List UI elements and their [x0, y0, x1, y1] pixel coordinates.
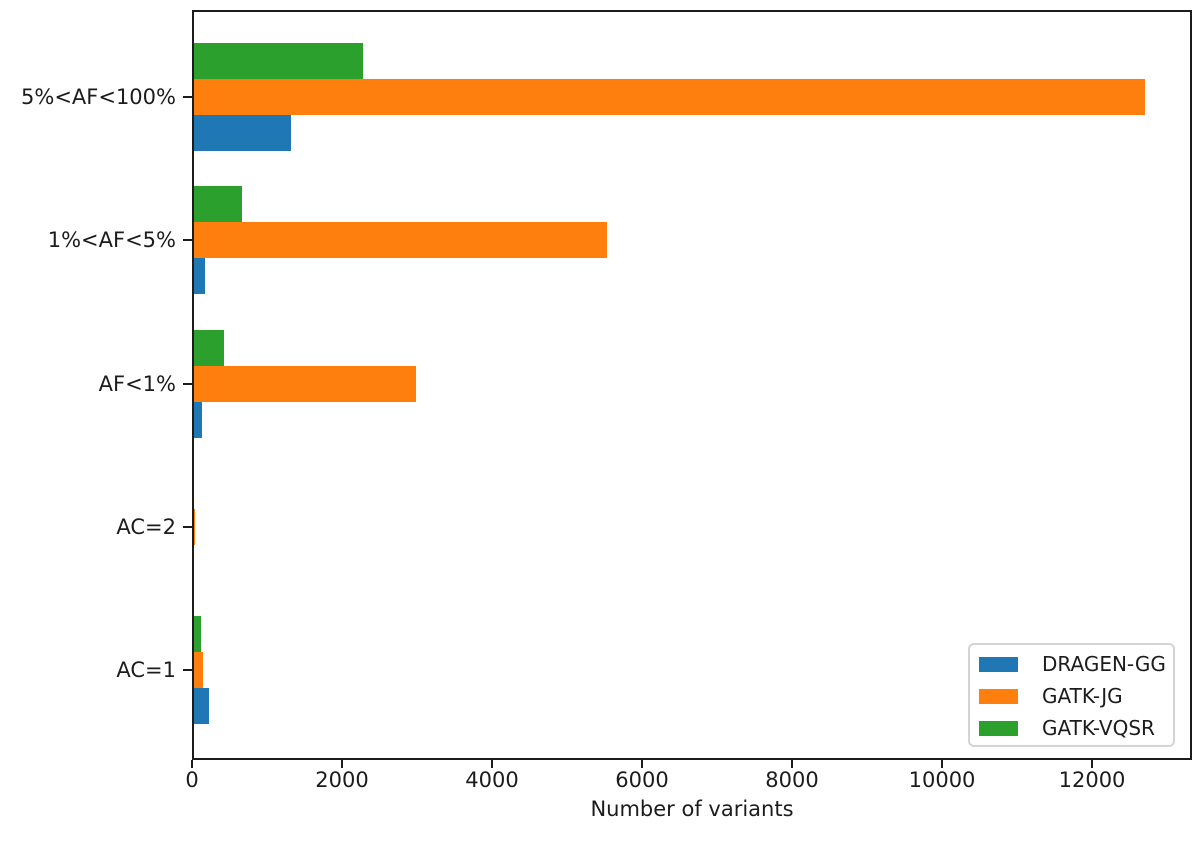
bar-gatk-vqsr-0 [192, 43, 363, 79]
bar-gatk-vqsr-2 [192, 329, 224, 366]
bar-gatk-vqsr-1 [192, 186, 243, 223]
x-tick-label-12000: 12000 [1058, 768, 1126, 792]
y-tick-mark-4 [183, 669, 192, 671]
x-tick-mark-0 [191, 760, 193, 768]
legend-items: DRAGEN-GG GATK-JG GATK-VQSR [970, 648, 1173, 744]
legend: DRAGEN-GG GATK-JG GATK-VQSR [968, 643, 1175, 747]
x-tick-label-6000: 6000 [615, 768, 669, 792]
bar-gatk-jg-4 [192, 652, 203, 688]
x-tick-mark-10000 [941, 760, 944, 768]
y-tick-mark-3 [183, 525, 192, 528]
legend-swatch-dragen-gg [979, 656, 1018, 672]
legend-item-gatk-vqsr: GATK-VQSR [970, 712, 1173, 744]
y-tick-label-4: AC=1 [116, 658, 176, 682]
legend-item-dragen-gg: DRAGEN-GG [970, 648, 1173, 680]
x-tick-label-0: 0 [185, 768, 199, 792]
bar-gatk-vqsr-3 [192, 472, 193, 509]
legend-item-gatk-jg: GATK-JG [970, 680, 1173, 712]
bar-gatk-vqsr-4 [192, 616, 201, 652]
y-tick-mark-0 [183, 96, 192, 98]
bar-gatk-jg-0 [192, 79, 1145, 115]
x-tick-mark-6000 [641, 760, 643, 768]
legend-label: DRAGEN-GG [1042, 652, 1166, 676]
x-tick-mark-12000 [1091, 760, 1094, 768]
x-tick-label-10000: 10000 [908, 768, 976, 792]
bar-dragen-gg-2 [192, 401, 202, 438]
legend-swatch-gatk-vqsr [979, 720, 1018, 736]
y-tick-label-2: AF<1% [98, 371, 176, 396]
plot-area [192, 10, 1192, 760]
bar-gatk-jg-2 [192, 365, 417, 402]
y-tick-label-1: 1%<AF<5% [47, 228, 176, 253]
bar-dragen-gg-4 [192, 688, 210, 724]
x-axis-label: Number of variants [590, 797, 794, 821]
y-tick-mark-1 [183, 239, 192, 242]
y-tick-mark-2 [183, 382, 192, 385]
y-tick-label-0: 5%<AF<100% [21, 85, 176, 109]
x-tick-mark-4000 [491, 760, 493, 768]
bar-dragen-gg-0 [192, 115, 291, 151]
legend-swatch-gatk-jg [979, 688, 1018, 704]
x-tick-label-8000: 8000 [765, 768, 819, 792]
x-tick-mark-2000 [341, 760, 343, 768]
bar-dragen-gg-1 [192, 258, 205, 295]
bar-gatk-jg-1 [192, 222, 607, 259]
bar-gatk-jg-3 [192, 508, 195, 545]
x-tick-label-4000: 4000 [465, 768, 519, 792]
legend-label: GATK-VQSR [1042, 716, 1155, 740]
y-tick-label-3: AC=2 [116, 514, 176, 539]
x-tick-label-2000: 2000 [315, 768, 369, 792]
legend-label: GATK-JG [1042, 684, 1123, 708]
x-tick-mark-8000 [791, 760, 793, 768]
bar-dragen-gg-3 [192, 544, 193, 581]
